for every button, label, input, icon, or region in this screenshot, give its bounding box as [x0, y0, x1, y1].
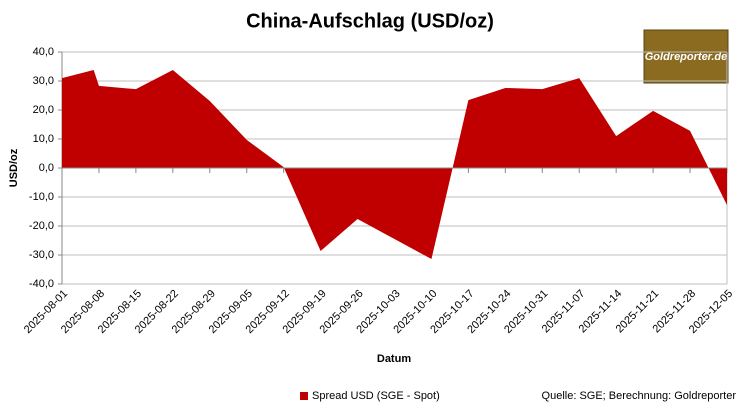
y-tick-label: 0,0	[39, 162, 54, 174]
area	[62, 69, 727, 260]
y-tick-label: 20,0	[33, 104, 54, 116]
y-axis-label: USD/oz	[8, 148, 20, 187]
chart-title: China-Aufschlag (USD/oz)	[246, 10, 494, 32]
source-note: Quelle: SGE; Berechnung: Goldreporter	[542, 390, 737, 402]
y-tick-label: 30,0	[33, 75, 54, 87]
legend-label: Spread USD (SGE - Spot)	[312, 390, 440, 402]
logo-box	[643, 29, 729, 84]
y-tick-label: -20,0	[29, 220, 54, 232]
x-axis-label: Datum	[377, 353, 411, 365]
y-tick-label: -40,0	[29, 278, 54, 290]
y-tick-label: -30,0	[29, 249, 54, 261]
y-tick-label: 10,0	[33, 133, 54, 145]
y-tick-label: 40,0	[33, 46, 54, 58]
logo: Goldreporter.de	[645, 51, 728, 63]
y-tick-label: -10,0	[29, 191, 54, 203]
legend-swatch	[300, 392, 308, 400]
